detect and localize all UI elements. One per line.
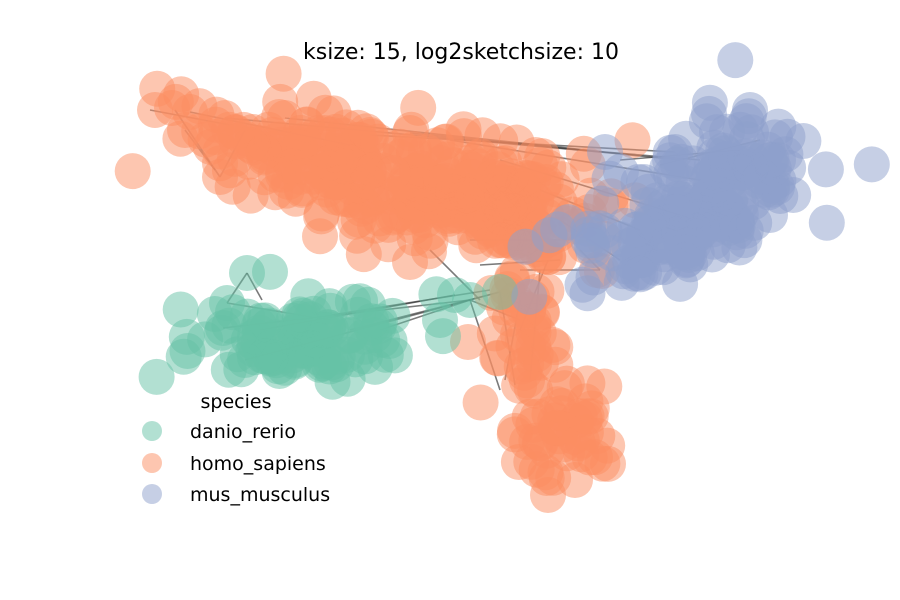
node-homo-sapiens <box>579 417 616 454</box>
node-mus-musculus <box>723 154 760 191</box>
node-danio-rerio <box>247 302 284 339</box>
node-mus-musculus <box>721 229 758 266</box>
node-homo-sapiens <box>534 326 571 363</box>
node-homo-sapiens <box>387 167 424 204</box>
node-homo-sapiens <box>530 477 566 513</box>
node-mus-musculus <box>587 134 623 170</box>
node-homo-sapiens <box>548 365 585 402</box>
node-homo-sapiens <box>303 195 340 232</box>
node-danio-rerio <box>227 342 263 378</box>
node-homo-sapiens <box>202 159 238 195</box>
node-mus-musculus <box>593 235 630 272</box>
node-danio-rerio <box>290 278 327 315</box>
node-homo-sapiens <box>265 55 302 92</box>
node-mus-musculus <box>732 92 768 128</box>
node-mus-musculus <box>760 108 797 145</box>
node-danio-rerio <box>353 303 390 340</box>
node-danio-rerio <box>258 342 295 379</box>
node-homo-sapiens <box>511 398 548 435</box>
node-homo-sapiens <box>167 112 203 148</box>
node-danio-rerio <box>482 274 518 310</box>
node-homo-sapiens <box>307 94 344 131</box>
node-homo-sapiens <box>392 115 428 151</box>
node-mus-musculus <box>751 142 788 179</box>
node-mus-musculus <box>752 197 788 233</box>
node-homo-sapiens <box>614 122 651 159</box>
node-homo-sapiens <box>584 445 621 482</box>
node-homo-sapiens <box>207 100 243 136</box>
node-danio-rerio <box>229 255 265 291</box>
node-danio-rerio <box>138 358 175 395</box>
node-homo-sapiens <box>114 153 151 190</box>
legend: species danio_rerio homo_sapiens mus_mus… <box>142 391 330 506</box>
node-homo-sapiens <box>427 124 463 160</box>
node-homo-sapiens <box>340 201 377 238</box>
node-danio-rerio <box>205 310 241 346</box>
node-danio-rerio <box>165 338 202 375</box>
node-danio-rerio <box>437 277 473 313</box>
node-homo-sapiens <box>522 147 558 183</box>
node-homo-sapiens <box>462 384 499 421</box>
node-homo-sapiens <box>557 462 593 498</box>
node-homo-sapiens <box>352 117 388 153</box>
legend-marker-mus-musculus <box>142 484 162 504</box>
node-mus-musculus <box>807 151 844 188</box>
node-mus-musculus <box>717 42 754 79</box>
legend-label-danio-rerio: danio_rerio <box>190 421 296 443</box>
node-homo-sapiens <box>245 134 282 171</box>
node-mus-musculus <box>511 278 548 315</box>
network-nodes <box>114 42 890 513</box>
node-homo-sapiens <box>452 158 489 195</box>
node-danio-rerio <box>328 336 365 373</box>
node-mus-musculus <box>657 134 693 170</box>
node-homo-sapiens <box>538 409 575 446</box>
node-danio-rerio <box>307 312 344 349</box>
legend-marker-danio-rerio <box>142 421 162 441</box>
node-homo-sapiens <box>267 100 303 136</box>
node-homo-sapiens <box>392 244 428 280</box>
node-danio-rerio <box>162 291 199 328</box>
node-mus-musculus <box>591 160 628 197</box>
node-mus-musculus <box>672 246 709 283</box>
legend-label-mus-musculus: mus_musculus <box>190 484 330 506</box>
node-mus-musculus <box>619 255 656 291</box>
node-mus-musculus <box>853 146 890 183</box>
node-mus-musculus <box>808 204 845 241</box>
chart-title: ksize: 15, log2sketchsize: 10 <box>303 40 619 65</box>
legend-title: species <box>201 391 272 413</box>
node-homo-sapiens <box>513 370 550 407</box>
node-homo-sapiens <box>281 129 318 166</box>
node-mus-musculus <box>691 84 728 121</box>
legend-marker-homo-sapiens <box>142 453 162 473</box>
node-homo-sapiens <box>464 117 501 154</box>
node-homo-sapiens <box>493 158 529 195</box>
legend-label-homo-sapiens: homo_sapiens <box>190 453 326 475</box>
